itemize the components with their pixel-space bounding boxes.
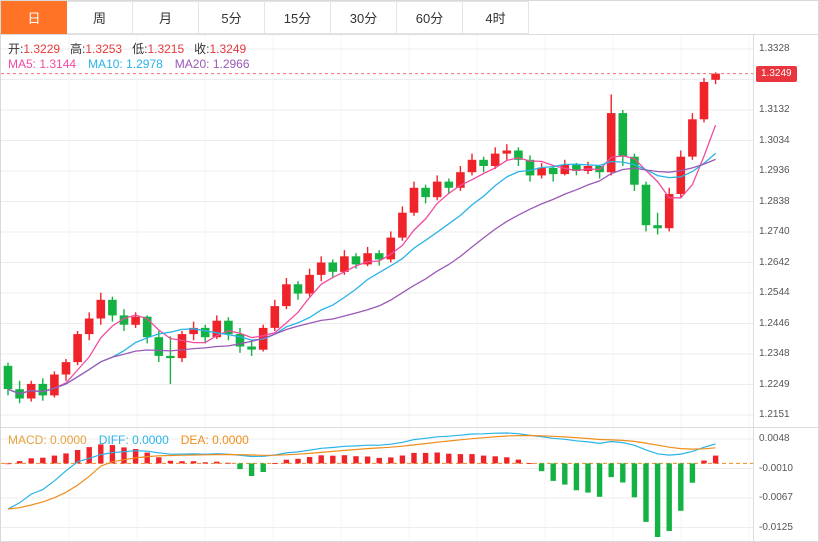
price-axis-label: 1.2838 xyxy=(759,195,790,207)
diff-value: 0.0000 xyxy=(132,433,169,447)
close-value: 1.3249 xyxy=(209,42,247,56)
macd-readout: MACD: 0.0000 DIFF: 0.0000 DEA: 0.0000 xyxy=(8,433,249,447)
ma20-value: 1.2966 xyxy=(212,57,250,71)
timeframe-tabbar: 日周月 5分 15分 30分 60分 4时 xyxy=(1,1,818,34)
macd-axis-label: -0.0125 xyxy=(759,521,793,533)
price-axis-label: 1.2740 xyxy=(759,226,790,237)
price-axis-label: 1.2642 xyxy=(759,256,790,268)
timeframe-tab-7[interactable]: 60分 xyxy=(397,1,463,34)
price-axis-label: 1.2151 xyxy=(759,409,790,420)
current-price-badge: 1.3249 xyxy=(756,65,797,82)
high-label: 高: xyxy=(70,42,86,56)
price-axis-label: 1.2249 xyxy=(759,378,790,390)
price-axis: 1.33281.32301.31321.30341.29361.28381.27… xyxy=(753,35,818,541)
ma-readout: MA5: 1.3144 MA10: 1.2978 MA20: 1.2966 xyxy=(8,57,250,71)
price-axis-label: 1.3034 xyxy=(759,134,790,146)
low-value: 1.3215 xyxy=(147,42,185,56)
ohlc-readout: 开:1.3229 高:1.3253 低:1.3215 收:1.3249 xyxy=(8,40,256,57)
timeframe-tab-2[interactable]: 周 xyxy=(67,1,133,34)
price-axis-label: 1.2544 xyxy=(759,287,790,298)
dea-label: DEA: xyxy=(180,433,209,447)
diff-label: DIFF: xyxy=(98,433,129,447)
open-label: 开: xyxy=(8,42,24,56)
macd-axis-label: 0.0048 xyxy=(759,433,790,444)
ma10-value: 1.2978 xyxy=(126,57,163,71)
timeframe-tab-8[interactable]: 4时 xyxy=(463,1,529,34)
price-axis-label: 1.2446 xyxy=(759,317,790,329)
timeframe-tab-4[interactable]: 5分 xyxy=(199,1,265,34)
close-label: 收: xyxy=(194,42,210,56)
high-value: 1.3253 xyxy=(85,42,123,56)
macd-axis-label: -0.0010 xyxy=(759,462,793,474)
macd-label: MACD: xyxy=(8,433,47,447)
plot-area[interactable] xyxy=(1,35,753,542)
chart-region: 开:1.3229 高:1.3253 低:1.3215 收:1.3249 MA5: 1.… xyxy=(1,34,818,542)
timeframe-tab-1[interactable]: 日 xyxy=(1,1,67,34)
timeframe-tab-5[interactable]: 15分 xyxy=(265,1,331,34)
ma5-value: 1.3144 xyxy=(39,57,77,71)
low-label: 低: xyxy=(132,42,148,56)
timeframe-tab-3[interactable]: 月 xyxy=(133,1,199,34)
ma5-label: MA5: xyxy=(8,57,37,71)
timeframe-tab-6[interactable]: 30分 xyxy=(331,1,397,34)
panel-divider xyxy=(1,427,818,428)
macd-value: 0.0000 xyxy=(50,433,87,447)
price-axis-label: 1.2936 xyxy=(759,165,790,176)
price-axis-label: 1.3132 xyxy=(759,104,790,115)
ma20-label: MA20: xyxy=(174,57,210,71)
price-axis-label: 1.3328 xyxy=(759,43,790,54)
candlestick-chart[interactable] xyxy=(1,35,753,427)
price-axis-label: 1.2348 xyxy=(759,348,790,359)
ma10-label: MA10: xyxy=(88,57,123,71)
dea-value: 0.0000 xyxy=(212,433,249,447)
open-value: 1.3229 xyxy=(23,42,61,56)
macd-chart[interactable] xyxy=(1,427,753,542)
macd-axis-label: -0.0067 xyxy=(759,492,793,503)
